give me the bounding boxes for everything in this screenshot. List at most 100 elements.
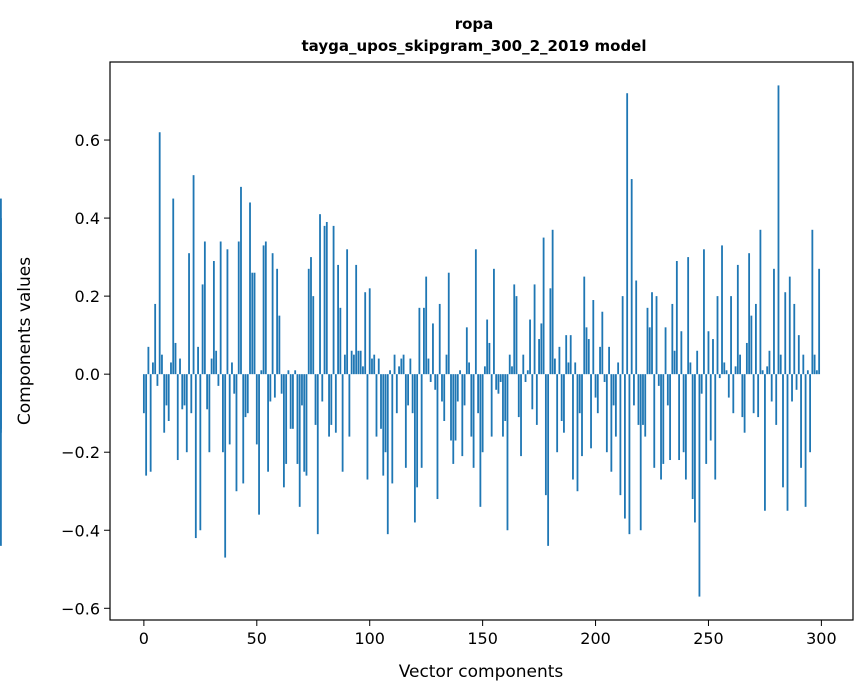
bar — [624, 374, 626, 519]
bar — [332, 225, 335, 375]
bar — [608, 346, 610, 375]
bar — [544, 374, 547, 496]
bar — [529, 319, 531, 375]
bar — [210, 358, 213, 375]
bar — [472, 374, 475, 468]
bar — [400, 358, 403, 375]
bar — [244, 374, 247, 418]
bar — [294, 370, 297, 375]
bar — [714, 374, 717, 480]
bar — [800, 374, 802, 468]
bar — [222, 374, 224, 453]
bar — [556, 374, 559, 453]
bar — [730, 296, 732, 375]
bar — [605, 374, 608, 453]
bar — [694, 374, 696, 523]
x-tick-label: 200 — [580, 629, 611, 648]
bar — [621, 296, 624, 375]
bar — [330, 374, 333, 425]
bar — [167, 374, 170, 421]
y-tick-label: −0.6 — [61, 599, 100, 618]
bar — [788, 276, 791, 375]
bar — [689, 362, 692, 375]
x-tick-label: 50 — [247, 629, 267, 648]
bar — [639, 374, 642, 531]
bar — [402, 354, 405, 375]
bar — [411, 374, 414, 414]
bar — [535, 374, 538, 425]
bar — [158, 132, 161, 375]
bar — [734, 366, 737, 375]
bar — [199, 374, 202, 531]
bar — [655, 296, 658, 375]
bar — [743, 374, 746, 433]
bar — [585, 327, 588, 375]
bar — [423, 307, 425, 375]
bar — [280, 374, 283, 394]
x-axis-ticks: 0 50 100 150 200 250 300 — [139, 620, 837, 648]
bar — [802, 354, 805, 375]
bar — [703, 249, 705, 375]
bar — [420, 374, 423, 468]
bar — [745, 342, 748, 375]
bar — [258, 374, 260, 515]
bar — [240, 186, 242, 375]
bar — [156, 374, 159, 386]
bar — [147, 346, 150, 375]
bar — [533, 284, 536, 375]
bar — [181, 374, 184, 410]
bar — [542, 237, 545, 375]
bar — [793, 303, 796, 375]
bar — [612, 374, 615, 406]
bar — [576, 374, 579, 492]
bar — [465, 327, 468, 375]
bar — [716, 296, 719, 375]
bar — [224, 374, 227, 558]
bar — [732, 374, 735, 414]
bar — [285, 374, 288, 464]
bar — [208, 374, 211, 453]
bar — [346, 249, 349, 375]
bar — [666, 374, 669, 406]
bar — [739, 354, 741, 375]
bar — [303, 374, 306, 472]
bar — [481, 374, 484, 453]
bar — [581, 374, 583, 457]
bar — [264, 241, 267, 375]
bar — [375, 374, 378, 437]
bar — [678, 374, 681, 461]
bar — [278, 315, 281, 375]
bar — [237, 241, 240, 375]
bar — [804, 374, 807, 507]
bar — [551, 229, 554, 375]
bar — [474, 249, 477, 375]
bar — [601, 311, 604, 375]
x-axis-label: Vector components — [399, 662, 564, 682]
bar — [413, 374, 416, 523]
bar — [493, 268, 495, 375]
bar — [524, 374, 527, 382]
bar — [680, 331, 683, 375]
bar — [337, 264, 339, 375]
bar — [176, 374, 179, 461]
bar — [764, 374, 766, 511]
bar — [660, 374, 662, 480]
bar — [316, 374, 319, 535]
bar — [815, 370, 818, 375]
bar — [276, 268, 279, 375]
bar — [563, 374, 565, 433]
bar — [192, 175, 195, 375]
bar — [255, 374, 258, 445]
bar — [174, 342, 177, 375]
bar — [441, 374, 443, 402]
bar — [470, 374, 473, 437]
bar — [721, 245, 723, 375]
bar — [614, 374, 617, 437]
bar — [170, 362, 172, 375]
bar — [549, 288, 552, 375]
bar — [355, 264, 358, 375]
bar — [459, 370, 461, 375]
y-tick-label: 0.4 — [75, 209, 100, 228]
bar — [511, 366, 513, 375]
